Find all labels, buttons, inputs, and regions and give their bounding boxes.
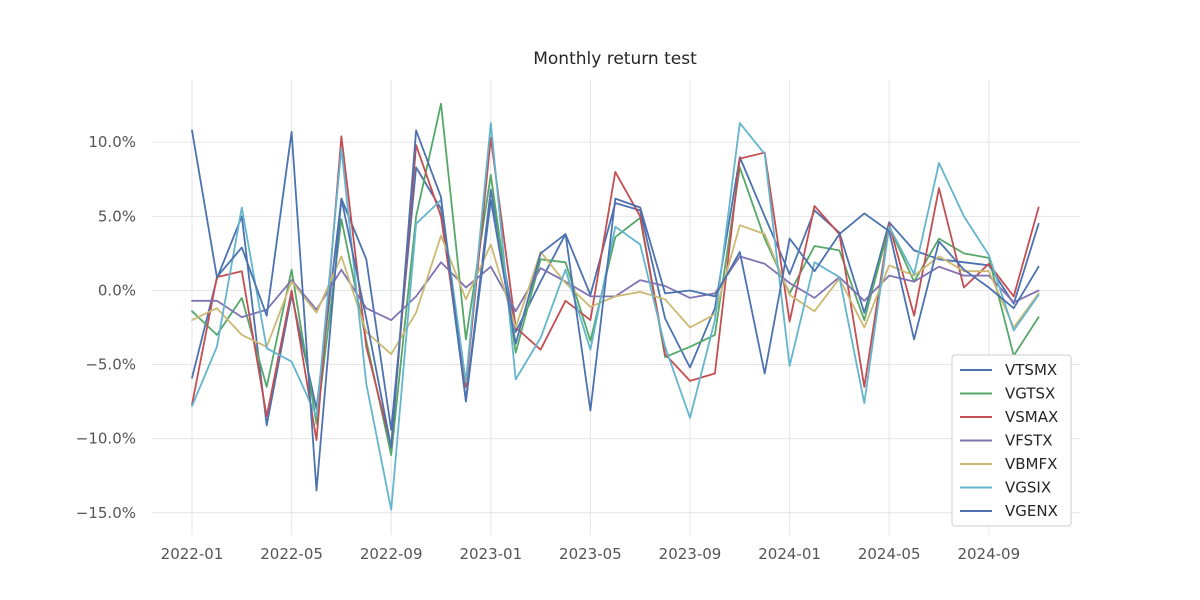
legend-label: VGSIX	[1005, 479, 1051, 497]
x-tick-label: 2022-09	[360, 545, 423, 563]
x-axis-ticks: 2022-01 2022-05 2022-09 2023-01 2023-05 2023-…	[161, 545, 1020, 563]
x-tick-label: 2022-05	[260, 545, 323, 563]
series-line-vgsix	[191, 122, 1040, 511]
chart-title: Monthly return test	[533, 49, 697, 69]
x-tick-label: 2023-05	[559, 545, 622, 563]
y-tick-label: 10.0%	[88, 133, 136, 151]
series-line-vgenx	[191, 129, 1040, 492]
y-tick-label: −10.0%	[76, 430, 136, 448]
x-tick-label: 2024-01	[758, 545, 821, 563]
legend-label: VGENX	[1005, 502, 1058, 520]
y-tick-label: −15.0%	[76, 504, 136, 522]
grid	[152, 80, 1080, 535]
legend-label: VBMFX	[1005, 455, 1057, 473]
series-line-vfstx	[191, 255, 1040, 322]
y-tick-label: 5.0%	[98, 207, 136, 225]
legend-label: VFSTX	[1005, 432, 1053, 450]
series-line-vsmax	[191, 135, 1040, 448]
legend-label: VGTSX	[1005, 385, 1055, 403]
series-line-vbmfx	[191, 224, 1040, 356]
legend-box	[951, 354, 1072, 527]
x-tick-label: 2024-09	[957, 545, 1020, 563]
x-tick-label: 2023-01	[459, 545, 522, 563]
legend-label: VTSMX	[1005, 361, 1057, 379]
x-tick-label: 2024-05	[858, 545, 921, 563]
legend: VTSMX VGTSX VSMAX VFSTX VBMFX VGSIX VGENX	[951, 354, 1072, 527]
y-tick-label: 0.0%	[98, 281, 136, 299]
y-axis-ticks: −15.0% −10.0% −5.0% 0.0% 5.0% 10.0%	[76, 133, 136, 522]
x-tick-label: 2022-01	[161, 545, 224, 563]
legend-label: VSMAX	[1005, 408, 1058, 426]
x-tick-label: 2023-09	[659, 545, 722, 563]
series-lines	[191, 102, 1040, 511]
y-tick-label: −5.0%	[85, 356, 136, 374]
